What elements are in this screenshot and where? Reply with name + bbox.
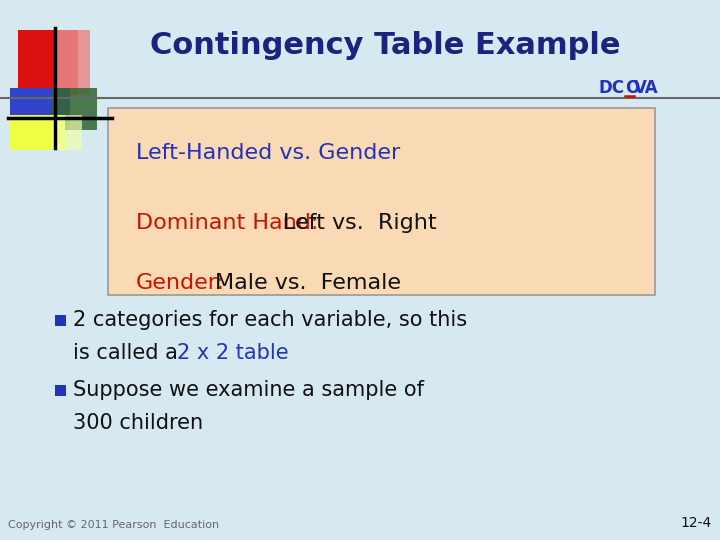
Bar — [52, 88, 97, 130]
Bar — [10, 88, 70, 130]
Text: Gender:: Gender: — [136, 273, 225, 293]
Text: Dominant Hand:: Dominant Hand: — [136, 213, 318, 233]
Bar — [108, 108, 655, 295]
Text: is called a: is called a — [73, 343, 184, 363]
Text: Contingency Table Example: Contingency Table Example — [150, 30, 620, 59]
Bar — [52, 115, 82, 150]
Text: 12-4: 12-4 — [680, 516, 712, 530]
Text: 2 x 2 table: 2 x 2 table — [177, 343, 289, 363]
Bar — [10, 115, 65, 150]
Text: Copyright © 2011 Pearson  Education: Copyright © 2011 Pearson Education — [8, 520, 219, 530]
Bar — [55, 315, 66, 326]
Text: O: O — [625, 79, 639, 97]
Text: 2 categories for each variable, so this: 2 categories for each variable, so this — [73, 310, 467, 330]
Text: Left-Handed vs. Gender: Left-Handed vs. Gender — [136, 143, 400, 163]
Text: Male vs.  Female: Male vs. Female — [215, 273, 401, 293]
Text: Suppose we examine a sample of: Suppose we examine a sample of — [73, 380, 424, 400]
Text: Left vs.  Right: Left vs. Right — [283, 213, 436, 233]
Bar — [55, 30, 90, 95]
Text: VA: VA — [634, 79, 659, 97]
Bar — [18, 30, 78, 95]
Bar — [55, 385, 66, 396]
Text: 300 children: 300 children — [73, 413, 203, 433]
Text: DC: DC — [598, 79, 624, 97]
